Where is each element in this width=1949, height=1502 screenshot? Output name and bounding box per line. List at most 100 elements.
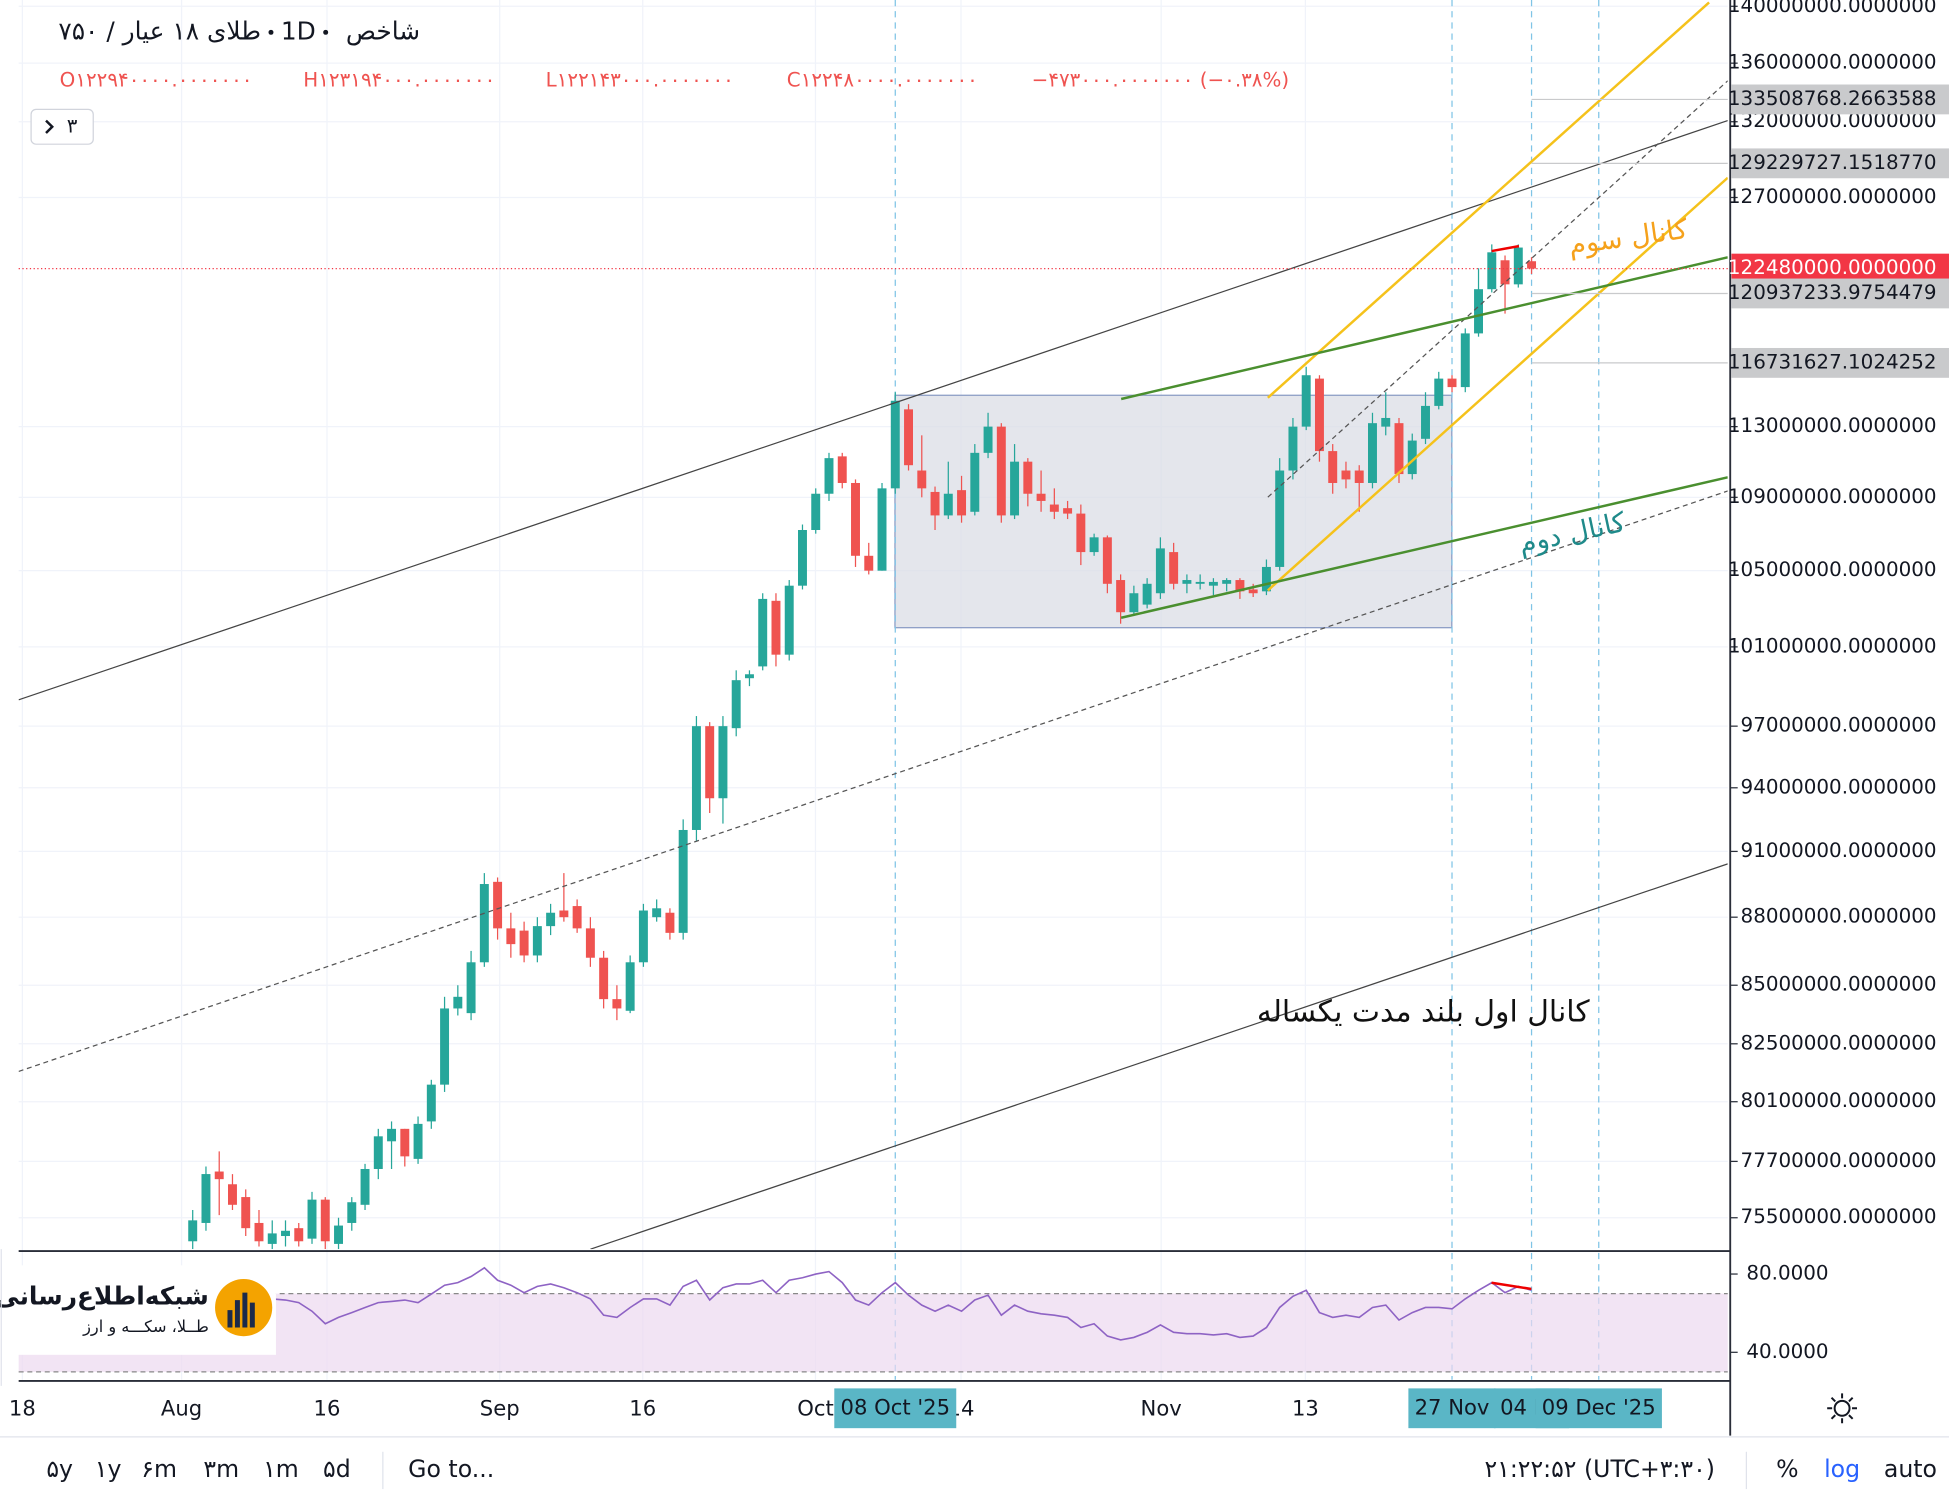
candle-body: [1460, 333, 1470, 388]
candle-body: [559, 910, 569, 918]
button-label[interactable]: ۳: [67, 114, 78, 137]
candle-body: [824, 458, 834, 494]
candle-body: [1328, 451, 1338, 483]
interval: 1D: [281, 16, 316, 45]
candle-body: [320, 1199, 330, 1242]
legend-high: H۱۲۳۱۹۴۰۰۰.۰۰۰۰۰۰۰: [303, 68, 495, 91]
chevron-icon[interactable]: [45, 119, 54, 134]
candle-body: [347, 1202, 357, 1223]
candle-body: [585, 928, 595, 958]
candle-body: [665, 912, 675, 933]
channel-line: [1267, 1, 1710, 399]
candle-body: [1288, 426, 1298, 471]
candle-body: [599, 957, 609, 1000]
y-tick-label: 75500000.0000000: [1741, 1205, 1937, 1228]
date-marker-box: [1535, 1388, 1662, 1429]
date-marker-box: [1408, 1388, 1496, 1429]
range-button[interactable]: ۳m: [203, 1455, 239, 1483]
scale-option[interactable]: %: [1776, 1455, 1798, 1483]
candle-body: [1527, 261, 1537, 269]
candle-body: [917, 470, 927, 489]
legend-open: O۱۲۲۹۴۰۰۰۰.۰۰۰۰۰۰۰: [60, 68, 253, 91]
collapse-button[interactable]: ۳: [30, 108, 94, 145]
scale-option[interactable]: log: [1824, 1455, 1860, 1483]
candle-body: [1235, 580, 1245, 592]
candle-body: [214, 1171, 224, 1180]
candle-body: [1487, 252, 1497, 290]
candle-body: [426, 1084, 436, 1122]
trend-line-mid: [1267, 80, 1728, 498]
legend-close: C۱۲۲۴۸۰۰۰۰.۰۰۰۰۰۰۰: [787, 68, 978, 91]
x-tick-label: Aug: [161, 1396, 202, 1421]
candle-body: [1407, 440, 1417, 475]
scale-option[interactable]: auto: [1884, 1455, 1937, 1483]
y-tick-label: 94000000.0000000: [1741, 775, 1937, 798]
price-level-box: [1731, 347, 1949, 378]
logo-bars: [227, 1292, 255, 1328]
range-button[interactable]: ۱y: [95, 1455, 122, 1483]
range-button[interactable]: ۱m: [263, 1455, 299, 1483]
candles: [188, 244, 1537, 1250]
y-tick-label: 109000000.0000000: [1728, 485, 1937, 508]
candle-body: [519, 930, 529, 956]
candle-body: [1421, 405, 1430, 439]
clock: ۲۱:۲۲:۵۲ (UTC+۳:۳۰): [1484, 1455, 1715, 1483]
separator: [323, 29, 329, 35]
candle-body: [758, 598, 768, 667]
candle-body: [1208, 581, 1218, 586]
legend-low: L۱۲۲۱۴۳۰۰۰.۰۰۰۰۰۰۰: [546, 68, 734, 91]
candle-body: [983, 426, 993, 453]
candle-body: [652, 908, 662, 918]
sun-rays[interactable]: [1827, 1393, 1858, 1424]
candle-body: [1049, 504, 1059, 512]
candle-body: [1195, 581, 1205, 584]
candle-body: [1182, 580, 1192, 584]
candle-body: [1116, 580, 1126, 613]
grid: [18, 0, 1728, 1380]
y-tick-label: 97000000.0000000: [1741, 714, 1937, 737]
candle-body: [1341, 470, 1351, 480]
price-level-label: 122480000.0000000: [1728, 256, 1937, 279]
goto-button[interactable]: Go to...: [408, 1455, 494, 1483]
x-tick-label: Nov: [1141, 1396, 1182, 1421]
candle-body: [718, 726, 728, 799]
button-frame[interactable]: [30, 108, 94, 145]
candle-body: [1275, 470, 1285, 567]
candle-body: [877, 488, 887, 571]
date-marker-box: [834, 1388, 957, 1429]
range-button[interactable]: ۵d: [323, 1455, 351, 1483]
candle-body: [1222, 580, 1232, 584]
candle-body: [493, 881, 503, 929]
candle-body: [1036, 493, 1046, 501]
sun-core[interactable]: [1833, 1399, 1851, 1417]
candle-body: [1102, 537, 1112, 584]
price-level-label: 133508768.2663588: [1728, 87, 1937, 110]
candle-body: [413, 1123, 423, 1159]
x-tick-label: 13: [1292, 1396, 1319, 1421]
labels: 140000000.0000000 136000000.0000000 132000…: [9, 0, 1949, 1429]
candle-body: [1023, 461, 1033, 494]
candle-body: [705, 726, 715, 799]
candle-body: [334, 1225, 343, 1244]
channel-line: [1120, 256, 1728, 401]
candle-body: [360, 1168, 370, 1205]
price-level-box: [1731, 84, 1949, 115]
range-button[interactable]: ۵y: [46, 1455, 73, 1483]
settings-icon[interactable]: [1827, 1393, 1858, 1424]
candle-body: [1434, 378, 1444, 406]
trend-line: [590, 863, 1728, 1250]
candle-body: [625, 962, 635, 1011]
candle-body: [798, 530, 807, 586]
rsi-tick-label: 40.0000: [1746, 1340, 1828, 1363]
candle-body: [851, 482, 860, 556]
range-button[interactable]: ۶m: [141, 1455, 177, 1483]
candle-body: [930, 491, 940, 516]
candle-body: [267, 1233, 277, 1244]
candle-body: [1248, 589, 1258, 594]
candle-body: [228, 1184, 237, 1205]
candle-body: [1155, 548, 1165, 594]
candle-body: [1129, 593, 1139, 613]
legend-change: −۴۷۳۰۰۰.۰۰۰۰۰۰۰ (−۰.۳۸%): [1032, 68, 1289, 91]
rsi-pane: [18, 1266, 1728, 1373]
